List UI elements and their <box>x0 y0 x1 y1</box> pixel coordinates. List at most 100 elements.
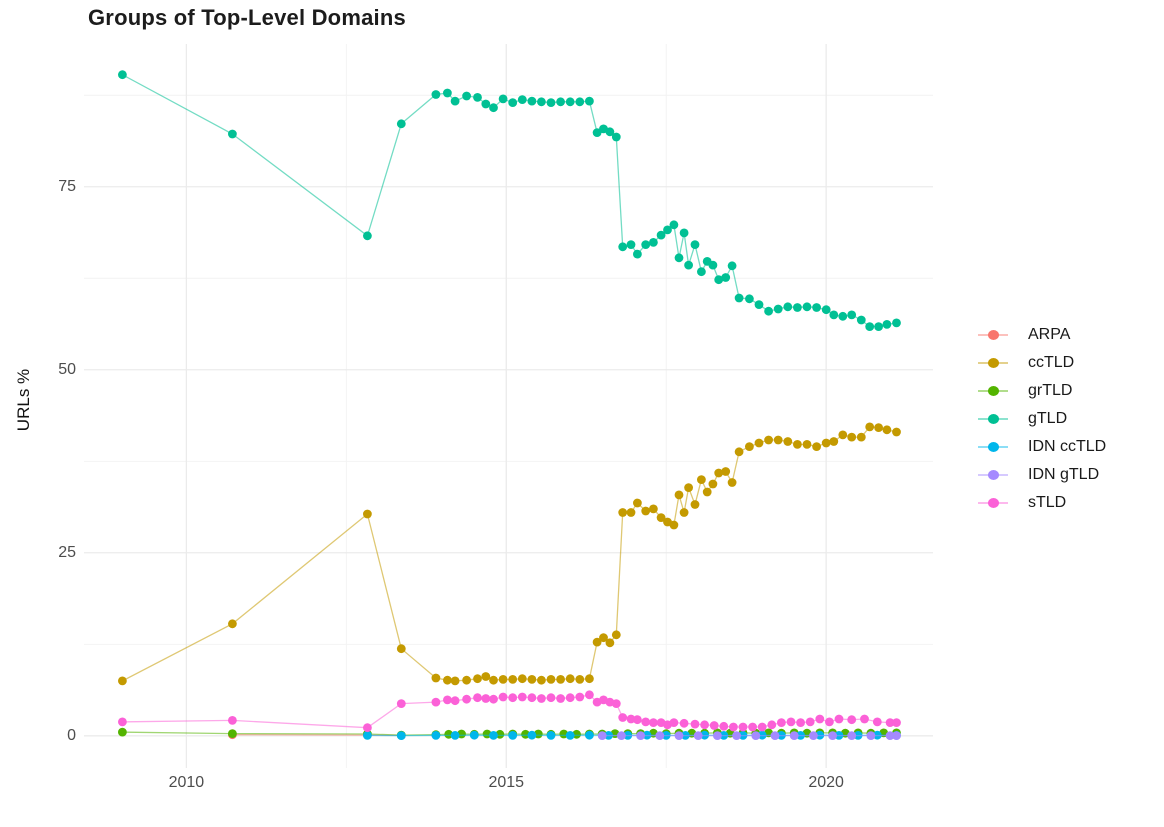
y-tick-label: 75 <box>58 177 76 195</box>
data-point-stld <box>815 714 825 724</box>
data-point-idn-cctld <box>585 730 594 740</box>
data-point-stld <box>690 719 700 729</box>
data-point-cctld <box>674 490 684 500</box>
data-point-idn-cctld <box>450 731 460 740</box>
data-point-gtld <box>527 96 537 106</box>
data-point-stld <box>892 718 901 727</box>
data-point-cctld <box>708 479 718 489</box>
data-point-cctld <box>690 500 700 509</box>
data-point-stld <box>443 695 452 705</box>
data-point-gtld <box>669 220 679 230</box>
data-point-gtld <box>714 275 724 285</box>
data-point-gtld <box>626 240 636 250</box>
data-point-cctld <box>856 432 866 442</box>
data-point-cctld <box>633 498 642 508</box>
series-line-gtld <box>122 74 897 328</box>
legend-item-grtld: grTLD <box>978 377 1106 405</box>
data-point-idn-cctld <box>527 730 537 740</box>
legend-dot <box>988 470 999 480</box>
legend-label: ARPA <box>1028 326 1071 343</box>
data-point-gtld <box>481 99 491 109</box>
legend-label: ccTLD <box>1028 354 1075 371</box>
data-point-stld <box>618 713 628 722</box>
data-point-gtld <box>118 70 127 80</box>
data-point-cctld <box>892 427 901 437</box>
data-point-cctld <box>679 508 689 517</box>
data-point-stld <box>885 718 895 727</box>
data-point-cctld <box>517 674 527 684</box>
data-point-gtld <box>228 129 237 139</box>
data-point-gtld <box>821 305 831 315</box>
data-point-idn-gtld <box>693 731 703 740</box>
data-point-stld <box>556 694 565 703</box>
data-point-cctld <box>462 675 471 685</box>
data-point-cctld <box>669 520 679 530</box>
data-point-cctld <box>684 483 693 492</box>
data-point-cctld <box>649 504 658 514</box>
data-point-stld <box>546 693 556 703</box>
data-point-stld <box>700 720 709 730</box>
data-point-cctld <box>363 509 372 519</box>
data-point-cctld <box>611 630 621 640</box>
data-point-idn-gtld <box>809 731 818 740</box>
data-point-cctld <box>754 438 764 448</box>
data-point-cctld <box>641 506 651 516</box>
legend-label: gTLD <box>1028 410 1068 427</box>
data-point-gtld <box>363 231 372 241</box>
legend: ARPA ccTLD grTLD gTLD IDN ccTLD IDN gTLD sTLD <box>978 321 1106 517</box>
data-point-cctld <box>802 440 812 449</box>
data-point-grtld <box>118 727 127 737</box>
data-point-idn-cctld <box>431 731 441 740</box>
data-point-cctld <box>473 674 482 684</box>
data-point-cctld <box>783 437 793 446</box>
data-point-cctld <box>498 675 508 684</box>
data-point-stld <box>709 721 719 730</box>
legend-label: grTLD <box>1028 382 1073 399</box>
data-point-gtld <box>745 294 754 304</box>
data-point-stld <box>834 714 844 724</box>
data-point-cctld <box>734 447 744 457</box>
data-point-gtld <box>734 293 744 303</box>
data-point-cctld <box>443 675 452 685</box>
data-point-gtld <box>517 95 527 104</box>
data-point-cctld <box>847 432 857 442</box>
data-point-stld <box>575 692 585 702</box>
data-point-gtld <box>546 98 556 107</box>
data-point-idn-gtld <box>617 731 626 740</box>
data-point-stld <box>565 693 575 703</box>
data-point-idn-gtld <box>732 731 741 740</box>
data-point-gtld <box>812 303 821 312</box>
data-point-gtld <box>473 93 482 102</box>
data-point-gtld <box>443 88 452 98</box>
x-tick-label: 2015 <box>488 774 525 791</box>
data-point-gtld <box>663 225 672 235</box>
data-point-idn-gtld <box>866 731 876 740</box>
data-point-idn-gtld <box>770 731 780 740</box>
data-point-cctld <box>118 676 127 686</box>
data-point-gtld <box>847 310 857 320</box>
x-tick-label: 2020 <box>808 774 844 791</box>
data-point-cctld <box>556 675 565 684</box>
legend-label: IDN gTLD <box>1028 466 1100 483</box>
data-point-gtld <box>793 303 802 312</box>
series-line-cctld <box>122 426 897 682</box>
data-point-gtld <box>537 97 546 107</box>
data-point-gtld <box>633 249 642 259</box>
data-point-gtld <box>892 318 901 328</box>
data-point-idn-cctld <box>469 730 479 740</box>
data-point-stld <box>825 717 834 727</box>
data-point-cctld <box>714 468 724 478</box>
data-point-cctld <box>793 440 802 449</box>
data-point-gtld <box>565 97 575 107</box>
data-point-stld <box>508 693 518 703</box>
legend-swatch-icon <box>978 357 1008 369</box>
legend-dot <box>988 414 999 424</box>
data-point-cctld <box>565 674 575 684</box>
data-point-gtld <box>882 320 892 329</box>
data-point-stld <box>363 723 372 733</box>
y-tick-label: 50 <box>58 360 76 378</box>
data-point-gtld <box>783 302 793 312</box>
data-point-stld <box>473 693 482 703</box>
data-point-gtld <box>605 127 615 137</box>
